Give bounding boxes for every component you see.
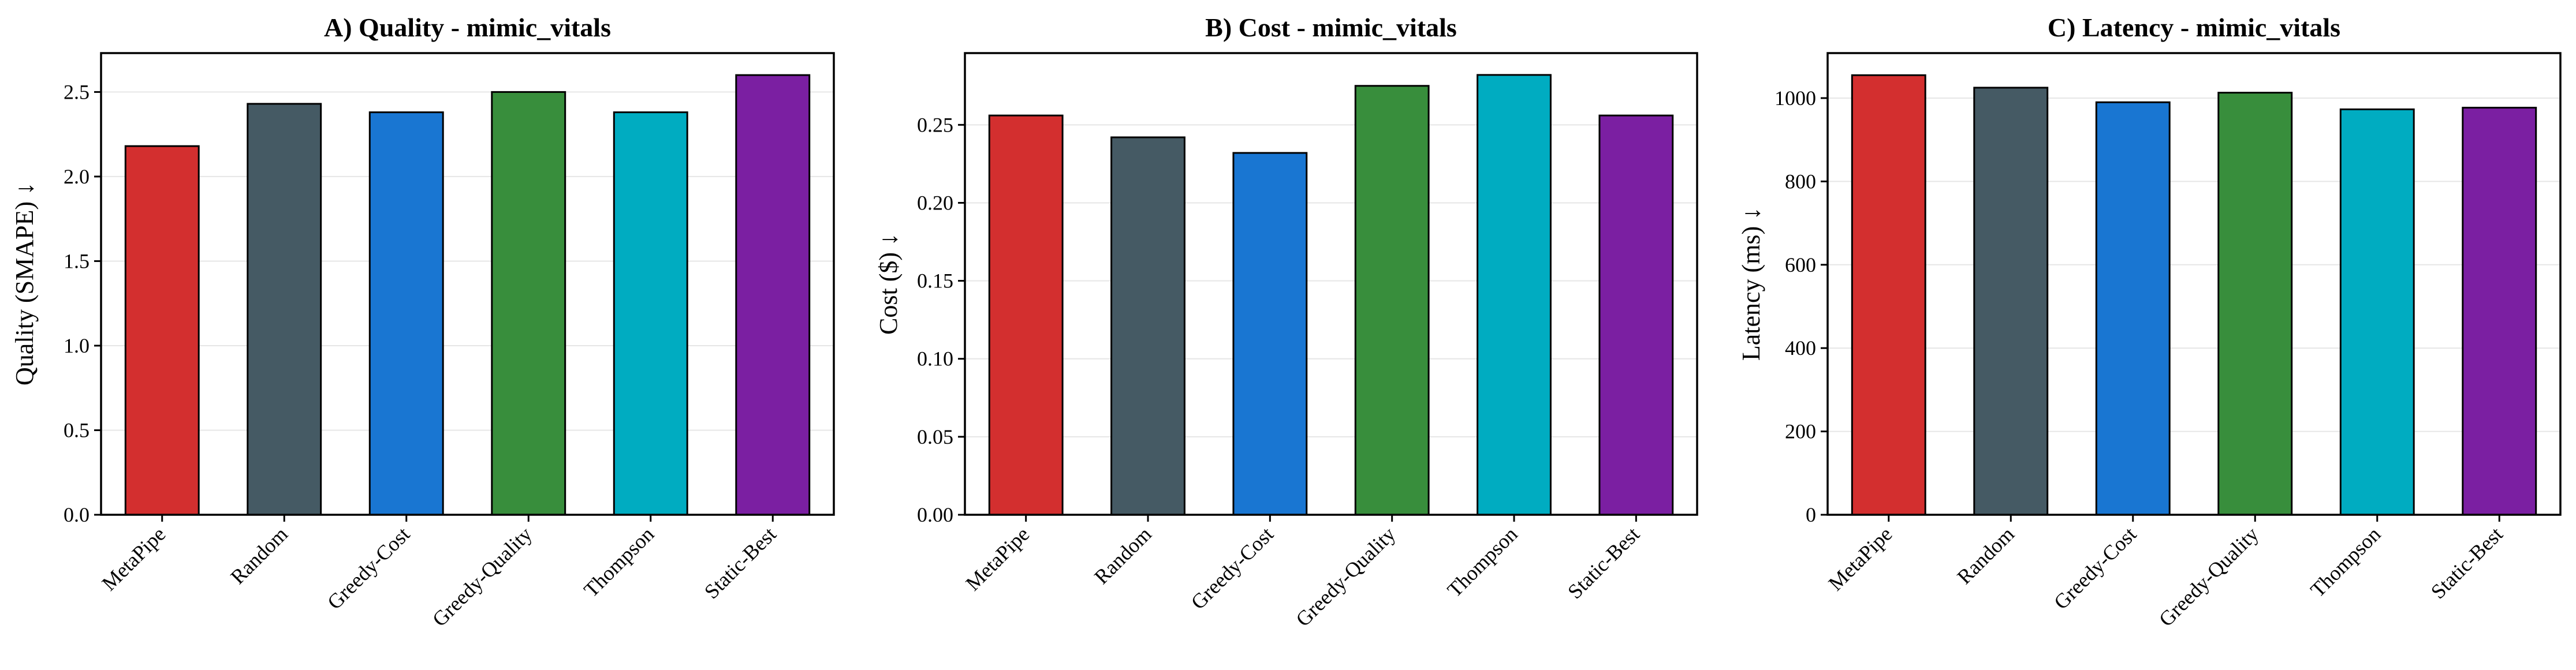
bar-greedy-cost	[368, 111, 444, 516]
x-tick-label: Random	[1090, 522, 1156, 589]
chart-title: C) Latency - mimic_vitals	[2048, 13, 2340, 42]
x-tick-label: Thompson	[1442, 522, 1522, 601]
y-tick-label: 0.00	[917, 503, 953, 526]
x-tick-label: Thompson	[2306, 522, 2385, 601]
bar-metapipe	[988, 114, 1064, 516]
y-tick-label: 800	[1785, 170, 1816, 193]
x-tick-label: Greedy-Cost	[323, 522, 414, 613]
x-tick-label: Static-Best	[1563, 522, 1644, 603]
plot-frame	[100, 52, 835, 516]
x-tick-label: MetaPipe	[961, 522, 1034, 595]
bar-greedy-quality	[491, 91, 566, 516]
y-tick-label: 2.0	[64, 165, 90, 188]
x-tick-label: Static-Best	[700, 522, 781, 603]
y-tick-label: 400	[1785, 336, 1816, 360]
bar-thompson	[613, 111, 688, 516]
y-tick-label: 0.5	[64, 418, 90, 441]
y-tick-label: 1.5	[64, 249, 90, 272]
y-axis-label: Latency (ms) ↓	[1737, 207, 1765, 361]
y-tick-label: 200	[1785, 420, 1816, 443]
x-tick-label: Greedy-Cost	[1187, 522, 1278, 613]
bar-metapipe	[1851, 74, 1926, 516]
chart-title: B) Cost - mimic_vitals	[1205, 13, 1457, 42]
chart-title: A) Quality - mimic_vitals	[324, 13, 611, 42]
bar-greedy-quality	[2217, 92, 2293, 516]
bar-greedy-quality	[1354, 85, 1430, 516]
y-tick-label: 2.5	[64, 80, 90, 103]
x-tick-label: Greedy-Cost	[2049, 522, 2141, 613]
x-tick-label: Random	[226, 522, 292, 589]
bar-random	[1973, 87, 2049, 516]
plot-frame	[1826, 52, 2562, 516]
y-tick-label: 0.0	[64, 503, 90, 526]
bar-random	[1110, 136, 1186, 516]
y-tick-label: 1.0	[64, 334, 90, 357]
y-axis-label: Quality (SMAPE) ↓	[10, 182, 39, 385]
x-tick-label: Greedy-Quality	[428, 522, 536, 631]
x-tick-label: MetaPipe	[1824, 522, 1897, 595]
bar-static-best	[2462, 107, 2537, 516]
x-tick-label: Random	[1952, 522, 2019, 589]
chart-panel-cost: B) Cost - mimic_vitals Cost ($) ↓ 0.00 0.…	[874, 13, 1698, 631]
bar-thompson	[2339, 108, 2415, 516]
bar-thompson	[1477, 74, 1552, 516]
x-tick-label: MetaPipe	[98, 522, 170, 595]
y-tick-label: 600	[1785, 253, 1816, 276]
bar-metapipe	[124, 145, 200, 516]
y-axis-label: Cost ($) ↓	[874, 233, 903, 335]
y-tick-label: 0.05	[917, 425, 953, 448]
y-tick-label: 0	[1806, 503, 1816, 526]
bar-static-best	[735, 74, 811, 516]
chart-panel-quality: A) Quality - mimic_vitals Quality (SMAPE…	[10, 13, 835, 631]
x-tick-label: Greedy-Quality	[2154, 522, 2263, 631]
y-tick-label: 1000	[1775, 87, 1816, 110]
bar-greedy-cost	[2095, 101, 2171, 516]
x-tick-label: Static-Best	[2426, 522, 2507, 603]
bar-random	[247, 103, 322, 516]
chart-panel-latency: C) Latency - mimic_vitals Latency (ms) ↓…	[1737, 13, 2562, 631]
x-tick-label: Thompson	[579, 522, 658, 601]
plot-frame	[964, 52, 1698, 516]
y-tick-label: 0.20	[917, 191, 953, 214]
y-tick-label: 0.25	[917, 113, 953, 136]
x-tick-label: Greedy-Quality	[1291, 522, 1400, 631]
y-tick-label: 0.10	[917, 347, 953, 370]
bar-greedy-cost	[1232, 152, 1308, 516]
y-tick-label: 0.15	[917, 270, 953, 293]
bar-static-best	[1598, 114, 1674, 516]
